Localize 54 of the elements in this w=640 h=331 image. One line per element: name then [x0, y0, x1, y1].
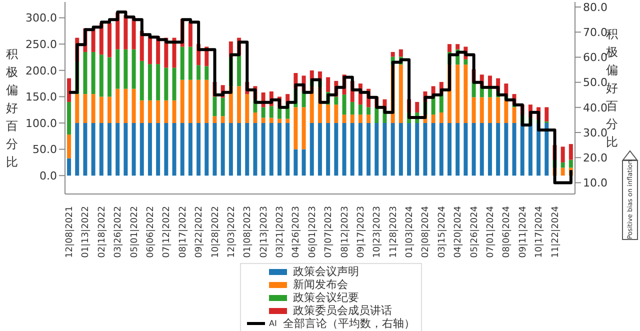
- y2-tick-label: 10.0: [583, 176, 608, 190]
- y-tick-label: 50.0: [32, 143, 57, 156]
- x-tick-label: 08|06|2024: [502, 206, 512, 258]
- y2-tick-label: 80.0: [583, 0, 608, 14]
- x-tick-label: 02|18|2022: [97, 206, 108, 258]
- y2-axis-title: 积极偏好百分比: [606, 26, 619, 151]
- x-tick-label: 11|22|2024: [550, 206, 561, 258]
- legend-label: 政策会议纪要: [293, 291, 359, 304]
- y2-tick-label: 30.0: [583, 126, 608, 140]
- y-tick-label: 150.0: [26, 90, 57, 104]
- y-tick-label: 200.0: [26, 64, 57, 78]
- y-tick-label: 300.0: [26, 12, 57, 25]
- y2-tick-label: 40.0: [583, 101, 608, 114]
- x-tick-label: 06|01|2023: [308, 206, 318, 258]
- y-axis-title: 积极偏好百分比: [6, 46, 19, 171]
- x-tick-label: 10|17|2024: [534, 206, 545, 258]
- x-tick-label: 09|11|2024: [518, 206, 528, 258]
- x-tick-label: 07|07|2023: [324, 206, 334, 258]
- x-tick-label: 10|23|2023: [372, 206, 383, 258]
- x-tick-label: 03|21|2023: [276, 206, 286, 258]
- x-tick-label: 02|08|2024: [421, 206, 432, 258]
- y-tick-label: 100.0: [26, 116, 57, 130]
- y2-tick-label: 70.0: [583, 26, 608, 40]
- x-tick-label: 04|26|2023: [292, 206, 302, 258]
- x-tick-label: 05|26|2024: [470, 206, 480, 258]
- x-tick-label: 04|20|2024: [454, 206, 464, 258]
- x-tick-label: 03|15|2024: [437, 206, 448, 258]
- y-tick-label: 250.0: [26, 38, 57, 51]
- y2-tick-label: 20.0: [583, 152, 608, 165]
- x-tick-label: 08|17|2022: [178, 206, 188, 258]
- y2-tick-label: 60.0: [583, 51, 608, 64]
- x-tick-label: 08|12|2023: [340, 206, 350, 258]
- y2-tick-label: 50.0: [583, 76, 608, 90]
- x-tick-label: 07|01|2024: [486, 206, 496, 258]
- x-tick-label: 03|26|2022: [114, 206, 124, 258]
- x-tick-label: 01|13|2022: [81, 206, 92, 258]
- x-tick-label: 02|13|2023: [259, 206, 270, 258]
- legend-label: 全部言论（平均数，右轴）: [282, 317, 415, 330]
- x-tick-label: 09|17|2023: [356, 206, 366, 258]
- x-tick-label: 01|08|2023: [243, 206, 254, 258]
- legend-label: 新闻发布会: [293, 278, 348, 291]
- x-tick-label: 12|08|2021: [65, 206, 76, 258]
- legend-label: 政策会议声明: [293, 265, 359, 278]
- text: AI: [269, 318, 277, 330]
- x-tick-label: 01|03|2024: [405, 206, 416, 258]
- x-tick-label: 09|22|2022: [194, 206, 205, 258]
- x-tick-label: 06|06|2022: [146, 206, 156, 258]
- x-tick-label: 07|12|2022: [162, 206, 172, 258]
- x-tick-label: 11|28|2023: [388, 206, 399, 258]
- x-tick-label: 05|01|2022: [130, 206, 140, 258]
- y-tick-label: 0.0: [40, 169, 57, 182]
- x-tick-label: 12|03|2022: [226, 206, 237, 258]
- legend-label: 政策委员会成员讲话: [293, 304, 392, 317]
- x-tick-label: 10|28|2022: [210, 206, 221, 258]
